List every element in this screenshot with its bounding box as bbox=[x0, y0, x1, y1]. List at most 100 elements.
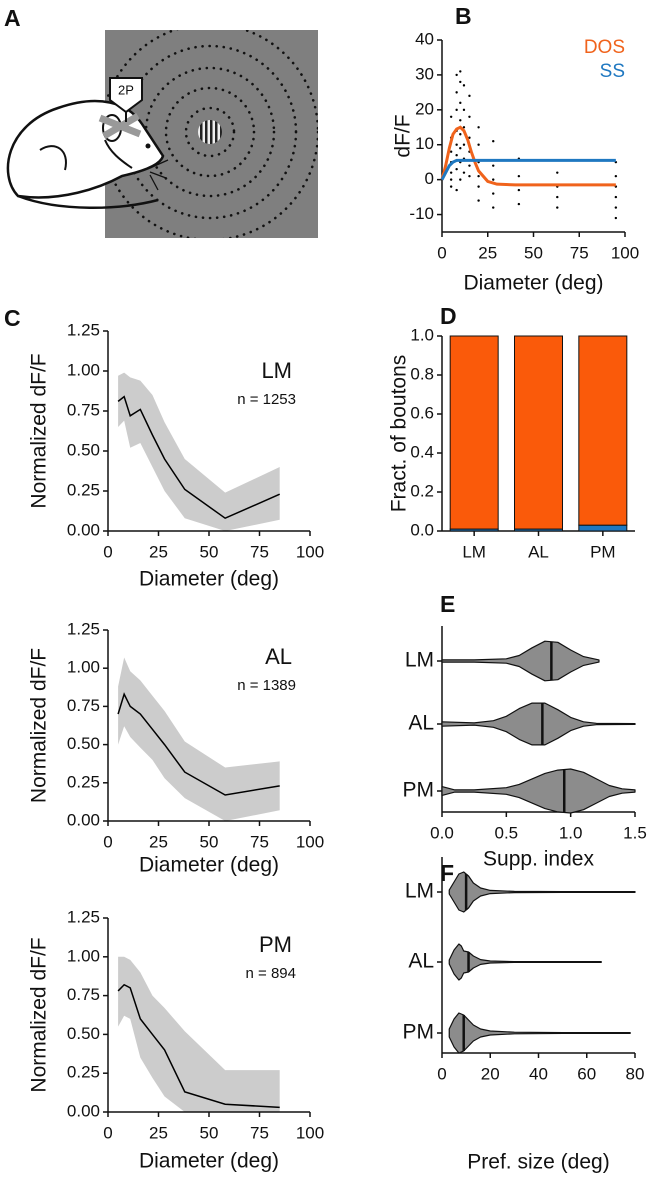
y-tick-label: 1.00 bbox=[67, 658, 100, 677]
y-tick-label: 1.25 bbox=[67, 320, 100, 339]
x-tick-label: 50 bbox=[200, 1123, 219, 1142]
y-tick-label: 0.25 bbox=[67, 480, 100, 499]
data-point bbox=[477, 174, 480, 178]
panel-letter: A bbox=[4, 5, 21, 31]
error-band bbox=[118, 956, 280, 1112]
mouse-eye bbox=[145, 143, 151, 149]
y-tick-label: 0.0 bbox=[410, 520, 434, 539]
x-tick-label: 0 bbox=[103, 1123, 112, 1142]
x-tick-label: 50 bbox=[200, 542, 219, 561]
data-point bbox=[492, 140, 495, 143]
y-tick-label: 0.00 bbox=[67, 1101, 100, 1120]
data-point bbox=[614, 195, 618, 199]
line bbox=[117, 983, 280, 1109]
y-tick-label: 0.6 bbox=[410, 403, 434, 422]
y-axis-title: Normalized dF/F bbox=[28, 353, 51, 508]
legend-entry: SS bbox=[600, 61, 625, 82]
line bbox=[440, 158, 616, 181]
y-tick-label: 10 bbox=[415, 134, 434, 153]
bar-segment bbox=[578, 524, 628, 532]
x-tick-label: AL bbox=[528, 542, 549, 561]
y-tick-label: LM bbox=[405, 880, 434, 903]
x-tick-label: 0 bbox=[437, 1064, 446, 1083]
y-tick-label: 1.25 bbox=[67, 619, 100, 638]
x-tick-label: 25 bbox=[149, 1123, 168, 1142]
data-point bbox=[468, 115, 471, 119]
panel-letter: E bbox=[440, 591, 455, 617]
y-tick-label: 0.50 bbox=[67, 734, 100, 753]
data-point bbox=[468, 164, 471, 167]
x-tick-label: 100 bbox=[296, 542, 324, 561]
x-axis-title: Diameter (deg) bbox=[463, 272, 603, 295]
data-point bbox=[459, 147, 462, 150]
data-point bbox=[556, 195, 559, 199]
data-point bbox=[468, 174, 471, 178]
y-tick-label: PM bbox=[403, 1021, 435, 1044]
x-tick-label: 75 bbox=[250, 542, 269, 561]
data-point bbox=[492, 164, 495, 167]
x-axis-title: Supp. index bbox=[483, 848, 594, 871]
y-tick-label: AL bbox=[408, 950, 434, 973]
x-tick-label: 20 bbox=[481, 1064, 500, 1083]
x-tick-label: 50 bbox=[524, 243, 543, 262]
whiskers bbox=[149, 159, 169, 191]
x-axis-title: Pref. size (deg) bbox=[467, 1151, 609, 1174]
inset-n: n = 894 bbox=[246, 965, 296, 982]
y-tick-label: 0.8 bbox=[410, 364, 434, 383]
y-tick-label: 0 bbox=[425, 169, 434, 188]
data-point bbox=[517, 188, 521, 192]
y-tick-label: 0.50 bbox=[67, 1024, 100, 1043]
data-point bbox=[455, 91, 458, 94]
violin bbox=[448, 943, 602, 981]
y-tick-label: 0.00 bbox=[67, 810, 100, 829]
data-point bbox=[455, 73, 458, 77]
line bbox=[117, 395, 281, 520]
violin bbox=[448, 1012, 631, 1054]
data-point bbox=[614, 206, 618, 209]
y-axis-title: Normalized dF/F bbox=[28, 937, 51, 1092]
data-point bbox=[492, 178, 495, 181]
inset-label: PM bbox=[259, 932, 292, 957]
x-tick-label: 50 bbox=[200, 832, 219, 851]
data-point bbox=[517, 202, 521, 206]
data-point bbox=[468, 94, 471, 98]
data-point bbox=[455, 108, 458, 112]
data-point bbox=[449, 178, 453, 181]
data-point bbox=[556, 171, 559, 174]
data-point bbox=[477, 126, 480, 129]
y-tick-label: 1.00 bbox=[67, 946, 100, 965]
data-point bbox=[462, 126, 466, 129]
data-point bbox=[556, 206, 559, 209]
panel-letter: C bbox=[4, 305, 21, 331]
y-tick-label: LM bbox=[405, 649, 434, 672]
x-tick-label: 75 bbox=[250, 832, 269, 851]
x-axis-title: Diameter (deg) bbox=[139, 568, 279, 591]
panel-letter: D bbox=[440, 303, 457, 329]
data-point bbox=[459, 119, 462, 122]
y-tick-label: 0.00 bbox=[67, 520, 100, 539]
data-point bbox=[477, 143, 480, 146]
line bbox=[117, 692, 280, 796]
bar-segment bbox=[578, 335, 628, 526]
x-tick-label: PM bbox=[590, 542, 616, 561]
y-tick-label: 30 bbox=[415, 64, 434, 83]
y-tick-label: 0.25 bbox=[67, 772, 100, 791]
line bbox=[440, 125, 616, 187]
violin bbox=[441, 702, 636, 746]
x-tick-label: 0 bbox=[103, 832, 112, 851]
x-tick-label: 1.0 bbox=[559, 823, 583, 842]
data-point bbox=[462, 84, 466, 87]
data-point bbox=[477, 185, 480, 188]
y-tick-label: 20 bbox=[415, 99, 434, 118]
data-point bbox=[449, 185, 453, 188]
data-point bbox=[462, 143, 466, 146]
violin bbox=[441, 640, 600, 682]
y-tick-label: 0.25 bbox=[67, 1063, 100, 1082]
y-tick-label: AL bbox=[408, 712, 434, 735]
y-tick-label: 0.4 bbox=[410, 442, 434, 461]
x-tick-label: 40 bbox=[529, 1064, 548, 1083]
x-tick-label: 60 bbox=[577, 1064, 596, 1083]
inset-n: n = 1253 bbox=[237, 391, 296, 408]
x-tick-label: 25 bbox=[149, 832, 168, 851]
x-tick-label: 75 bbox=[570, 243, 589, 262]
